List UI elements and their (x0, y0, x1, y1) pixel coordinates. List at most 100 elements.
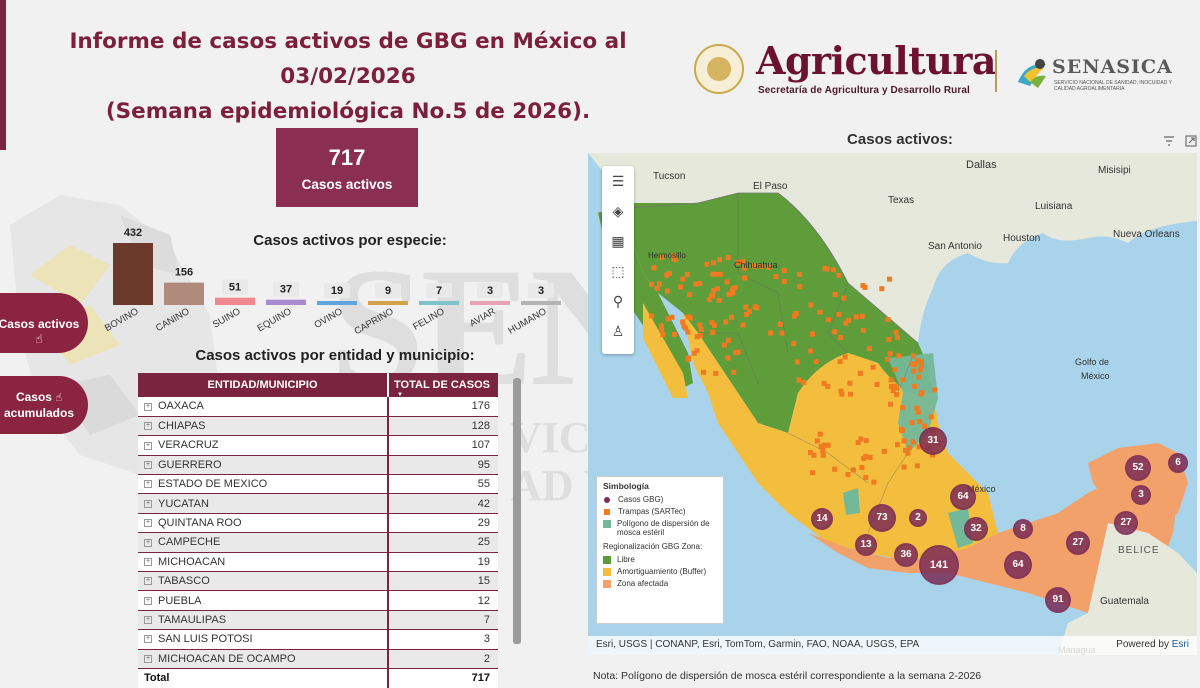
trap-marker[interactable] (901, 464, 907, 470)
trap-marker[interactable] (735, 349, 741, 355)
trap-marker[interactable] (895, 335, 901, 341)
trap-marker[interactable] (685, 314, 691, 320)
bar-bovino[interactable] (113, 243, 153, 305)
layers-icon[interactable]: ◈ (612, 203, 624, 219)
trap-marker[interactable] (779, 330, 785, 336)
trap-marker[interactable] (773, 274, 779, 280)
trap-marker[interactable] (825, 442, 831, 448)
trap-marker[interactable] (716, 297, 722, 303)
trap-marker[interactable] (648, 281, 654, 287)
table-row[interactable]: + VERACRUZ 107 (138, 435, 498, 456)
trap-marker[interactable] (837, 359, 843, 365)
trap-marker[interactable] (914, 463, 920, 469)
trap-marker[interactable] (694, 334, 700, 340)
case-cluster[interactable]: 32 (964, 517, 988, 541)
trap-marker[interactable] (658, 323, 664, 329)
trap-marker[interactable] (916, 374, 922, 380)
trap-marker[interactable] (858, 436, 864, 442)
trap-marker[interactable] (713, 370, 719, 376)
expand-row-icon[interactable]: + (144, 577, 152, 586)
trap-marker[interactable] (841, 295, 847, 301)
trap-marker[interactable] (902, 447, 908, 453)
trap-marker[interactable] (900, 405, 906, 411)
trap-marker[interactable] (797, 271, 803, 277)
trap-marker[interactable] (714, 286, 720, 292)
trap-marker[interactable] (710, 329, 716, 335)
trap-marker[interactable] (685, 355, 691, 361)
table-row[interactable]: + CHIAPAS 128 (138, 416, 498, 437)
trap-marker[interactable] (860, 327, 866, 333)
trap-marker[interactable] (710, 271, 716, 277)
trap-marker[interactable] (723, 319, 729, 325)
table-row[interactable]: + PUEBLA 12 (138, 590, 498, 611)
case-cluster[interactable]: 31 (919, 427, 947, 455)
trap-marker[interactable] (740, 259, 746, 265)
trap-marker[interactable] (671, 253, 677, 259)
case-cluster[interactable]: 141 (919, 545, 959, 585)
case-cluster[interactable]: 8 (1013, 519, 1033, 539)
case-cluster[interactable]: 64 (1004, 551, 1032, 579)
trap-marker[interactable] (862, 284, 868, 290)
expand-row-icon[interactable]: + (144, 460, 152, 469)
trap-marker[interactable] (664, 288, 670, 294)
expand-row-icon[interactable]: + (144, 480, 152, 489)
case-cluster[interactable]: 91 (1045, 587, 1071, 613)
trap-marker[interactable] (752, 304, 758, 310)
trap-marker[interactable] (683, 325, 689, 331)
bar-canino[interactable] (164, 282, 204, 305)
active-cases-map[interactable]: Dallas Tucson El Paso Texas Misisipi Luisiana… (588, 153, 1197, 655)
trap-marker[interactable] (818, 444, 824, 450)
trap-marker[interactable] (919, 390, 925, 396)
trap-marker[interactable] (918, 359, 924, 365)
trap-marker[interactable] (742, 265, 748, 271)
trap-marker[interactable] (684, 271, 690, 277)
trap-marker[interactable] (874, 381, 880, 387)
trap-marker[interactable] (680, 319, 686, 325)
table-row[interactable]: + SAN LUIS POTOSI 3 (138, 629, 498, 650)
expand-row-icon[interactable]: + (144, 654, 152, 663)
trap-marker[interactable] (900, 377, 906, 383)
trap-marker[interactable] (669, 314, 675, 320)
trap-marker[interactable] (758, 263, 764, 269)
trap-marker[interactable] (742, 275, 748, 281)
bar-caprino[interactable] (368, 301, 408, 305)
trap-marker[interactable] (801, 379, 807, 385)
trap-marker[interactable] (678, 284, 684, 290)
cumulative-cases-button[interactable]: Casos ☝ acumulados (0, 376, 88, 434)
case-cluster[interactable]: 6 (1168, 453, 1188, 473)
trap-marker[interactable] (859, 313, 865, 319)
trap-marker[interactable] (711, 322, 717, 328)
trap-marker[interactable] (694, 348, 700, 354)
trap-marker[interactable] (911, 368, 917, 374)
trap-marker[interactable] (796, 377, 802, 383)
trap-marker[interactable] (817, 431, 823, 437)
menu-icon[interactable]: ☰ (611, 173, 625, 189)
trap-marker[interactable] (853, 314, 859, 320)
trap-marker[interactable] (918, 362, 924, 368)
trap-marker[interactable] (697, 322, 703, 328)
trap-marker[interactable] (836, 272, 842, 278)
expand-row-icon[interactable]: + (144, 441, 152, 450)
trap-marker[interactable] (735, 259, 741, 265)
trap-marker[interactable] (791, 313, 797, 319)
trap-marker[interactable] (726, 291, 732, 297)
trap-marker[interactable] (887, 351, 893, 357)
trap-marker[interactable] (700, 369, 706, 375)
case-cluster[interactable]: 27 (1114, 511, 1138, 535)
trap-marker[interactable] (746, 308, 752, 314)
case-cluster[interactable]: 36 (894, 543, 918, 567)
trap-marker[interactable] (724, 279, 730, 285)
trap-marker[interactable] (791, 341, 797, 347)
trap-marker[interactable] (651, 265, 657, 271)
expand-row-icon[interactable]: + (144, 557, 152, 566)
trap-marker[interactable] (709, 292, 715, 298)
trap-marker[interactable] (797, 284, 803, 290)
trap-marker[interactable] (649, 313, 655, 319)
trap-marker[interactable] (732, 285, 738, 291)
trap-marker[interactable] (711, 288, 717, 294)
qr-icon[interactable]: ▦ (611, 233, 625, 249)
trap-marker[interactable] (910, 361, 916, 367)
select-icon[interactable]: ⬚ (611, 263, 625, 279)
trap-marker[interactable] (836, 312, 842, 318)
trap-marker[interactable] (899, 428, 905, 434)
